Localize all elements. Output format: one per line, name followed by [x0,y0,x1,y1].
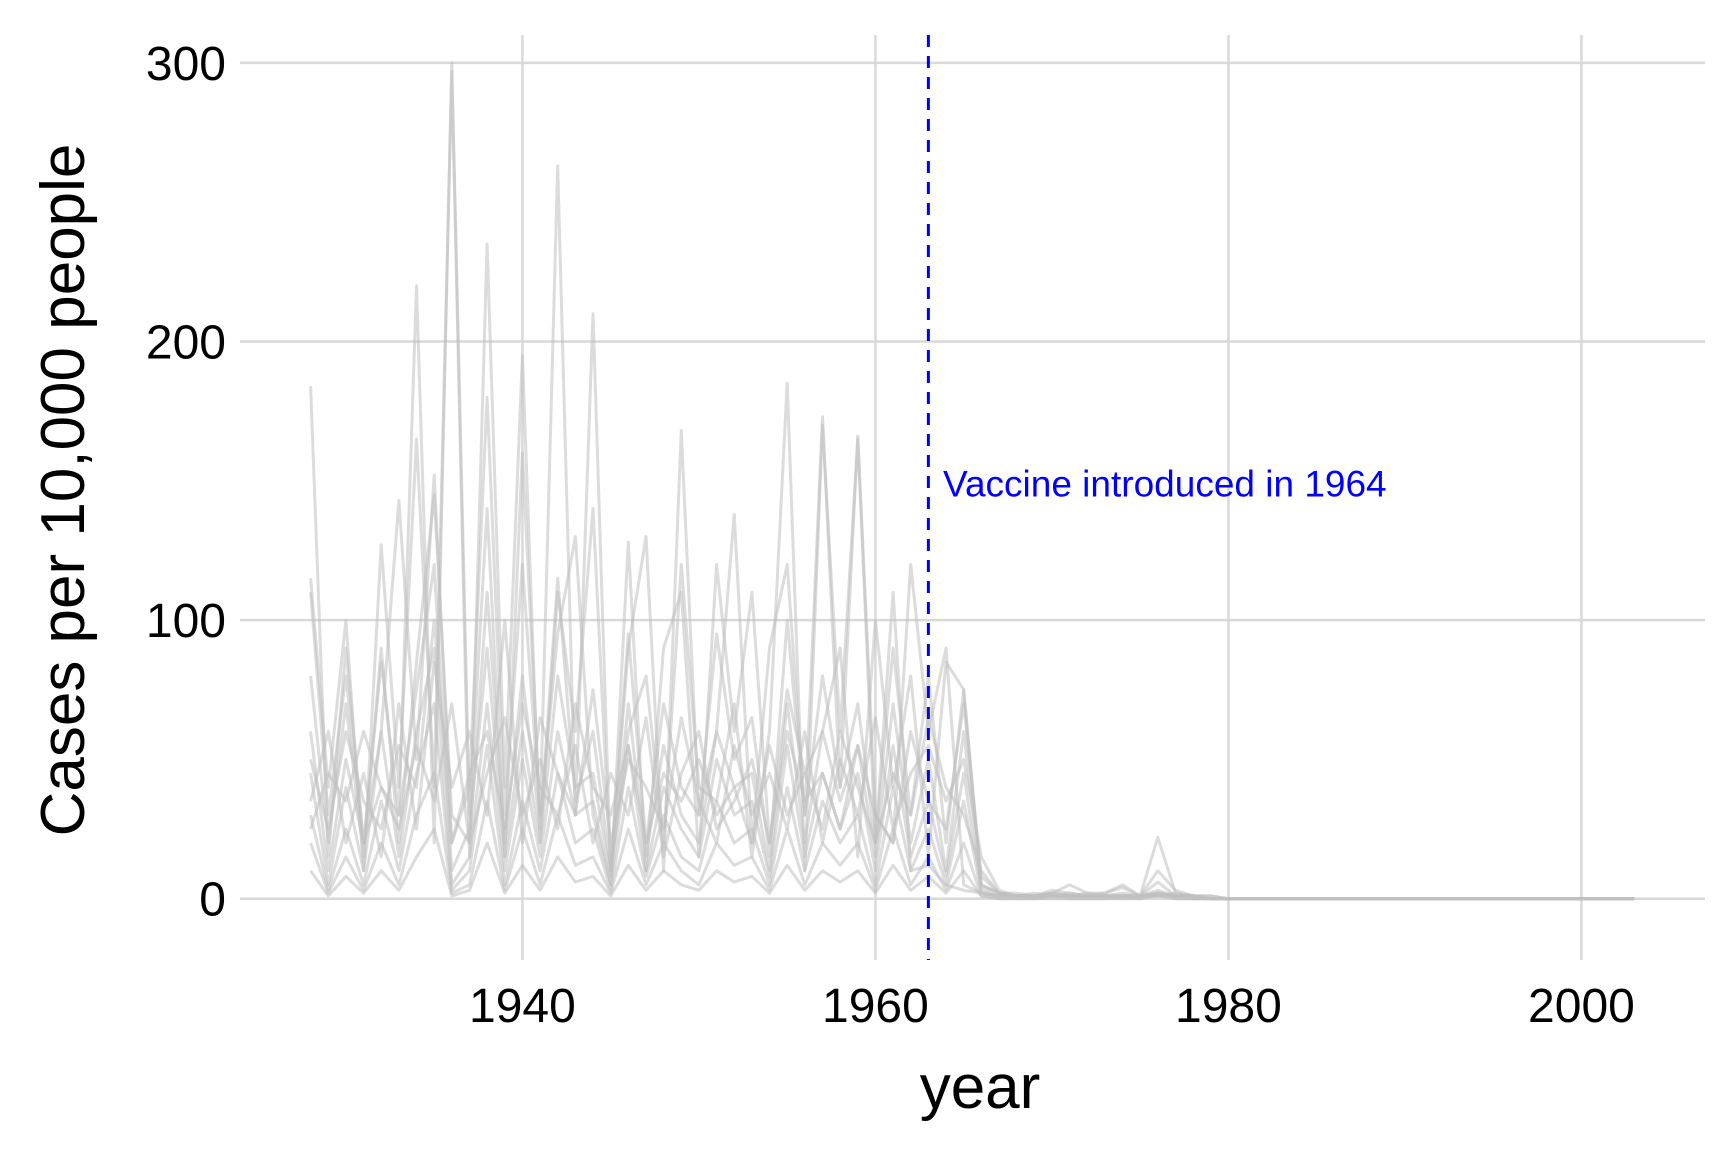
y-tick-label: 300 [146,38,226,91]
x-tick-label: 1940 [469,980,576,1033]
series-lines [309,61,1635,901]
y-axis-ticks: 0 100 200 300 [146,38,226,927]
y-tick-label: 100 [146,595,226,648]
y-axis-title: Cases per 10,000 people [29,144,98,837]
x-axis-ticks: 1940 1960 1980 2000 [469,980,1635,1033]
vaccine-annotation: Vaccine introduced in 1964 [943,464,1387,505]
x-axis-title: year [920,1053,1041,1122]
y-tick-label: 0 [199,874,226,927]
x-tick-label: 2000 [1528,980,1635,1033]
y-tick-label: 200 [146,316,226,369]
x-tick-label: 1960 [822,980,929,1033]
series-line [309,702,1635,901]
x-tick-label: 1980 [1175,980,1282,1033]
